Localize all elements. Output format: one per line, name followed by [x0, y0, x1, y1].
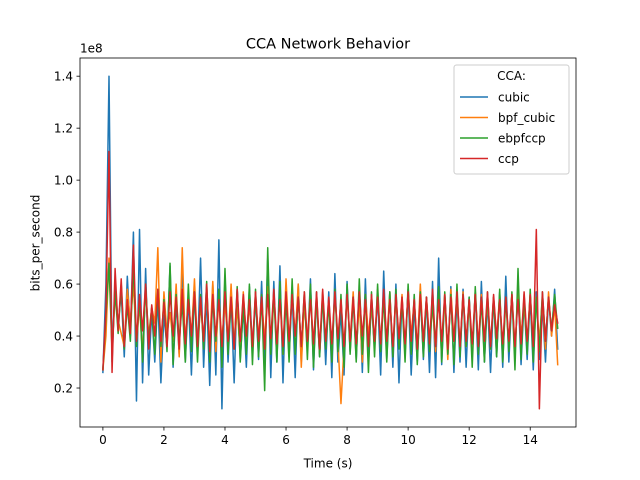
y-offset-label: 1e8 — [80, 42, 103, 56]
x-tick-label: 10 — [400, 433, 415, 447]
x-axis-title: Time (s) — [303, 457, 353, 471]
x-tick-label: 4 — [221, 433, 229, 447]
series-line-ccp — [102, 150, 559, 410]
x-tick-label: 8 — [343, 433, 351, 447]
y-tick-label: 1.2 — [54, 121, 73, 135]
y-tick-label: 0.6 — [54, 277, 73, 291]
x-tick-label: 6 — [282, 433, 290, 447]
series-layer — [102, 75, 559, 410]
legend-title: CCA: — [497, 69, 526, 83]
legend-label-cubic: cubic — [498, 90, 530, 104]
y-tick-label: 1.0 — [54, 173, 73, 187]
axes-layer: 0 2 4 6 8 10 12 14 0.2 0.4 0.6 0.8 1.0 1.2 1.4 — [54, 57, 577, 447]
y-tick-label: 1.4 — [54, 69, 73, 83]
y-tick-label: 0.4 — [54, 329, 73, 343]
chart-title: CCA Network Behavior — [246, 37, 410, 53]
y-tick-label: 0.8 — [54, 225, 73, 239]
plot-frame — [79, 57, 577, 428]
legend-label-bpf-cubic: bpf_cubic — [498, 111, 555, 125]
x-tick-label: 12 — [462, 433, 477, 447]
x-tick-label: 14 — [523, 433, 538, 447]
x-tick-label: 0 — [99, 433, 107, 447]
y-tick-label: 0.2 — [54, 381, 73, 395]
legend-label-ebpfccp: ebpfccp — [498, 131, 546, 145]
legend-label-ccp: ccp — [498, 152, 519, 166]
y-axis-title: bits_per_second — [29, 195, 43, 292]
x-tick-label: 2 — [160, 433, 168, 447]
legend-box — [453, 64, 570, 175]
